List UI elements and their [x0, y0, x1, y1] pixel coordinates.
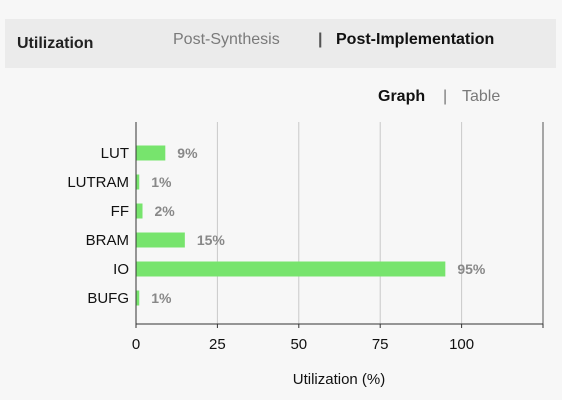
x-tick-label-50: 50	[290, 336, 307, 353]
bar-lut	[136, 145, 166, 161]
x-tick-label-75: 75	[372, 336, 389, 353]
view-table-toggle[interactable]: Table	[462, 88, 501, 105]
x-axis-title: Utilization (%)	[293, 371, 386, 388]
chart-gridlines	[216, 122, 544, 324]
category-label-ff: FF	[111, 203, 129, 220]
chart-labels: LUT 9% LUTRAM 1% FF 2% BRAM 15% IO 95% BUFG 1% 0 25 50…	[67, 145, 486, 353]
utilization-title: Utilization	[17, 35, 94, 52]
tab-post-synthesis[interactable]: Post-Synthesis	[173, 31, 280, 48]
chart-axes	[135, 122, 544, 328]
value-label-lutram: 1%	[151, 174, 172, 190]
x-tick-label-100: 100	[449, 336, 474, 353]
value-label-io: 95%	[457, 261, 486, 277]
bar-io	[136, 261, 446, 277]
value-label-lut: 9%	[177, 145, 198, 161]
tab-separator: |	[318, 31, 323, 48]
bar-lutram	[136, 174, 140, 190]
category-label-bufg: BUFG	[87, 290, 129, 307]
category-label-io: IO	[113, 261, 129, 278]
x-tick-label-0: 0	[132, 336, 140, 353]
view-separator: |	[443, 88, 448, 105]
chart-bars	[136, 145, 446, 306]
value-label-ff: 2%	[155, 203, 176, 219]
bar-ff	[136, 203, 143, 219]
category-label-lut: LUT	[101, 145, 129, 162]
value-label-bufg: 1%	[151, 290, 172, 306]
bar-bufg	[136, 290, 140, 306]
tab-post-implementation[interactable]: Post-Implementation	[336, 31, 495, 48]
view-graph-toggle[interactable]: Graph	[378, 88, 426, 105]
category-label-bram: BRAM	[86, 232, 129, 249]
category-label-lutram: LUTRAM	[67, 174, 129, 191]
x-tick-label-25: 25	[209, 336, 226, 353]
value-label-bram: 15%	[197, 232, 226, 248]
bar-bram	[136, 232, 185, 248]
utilization-header: Utilization Post-Synthesis | Post-Implem…	[5, 19, 556, 68]
